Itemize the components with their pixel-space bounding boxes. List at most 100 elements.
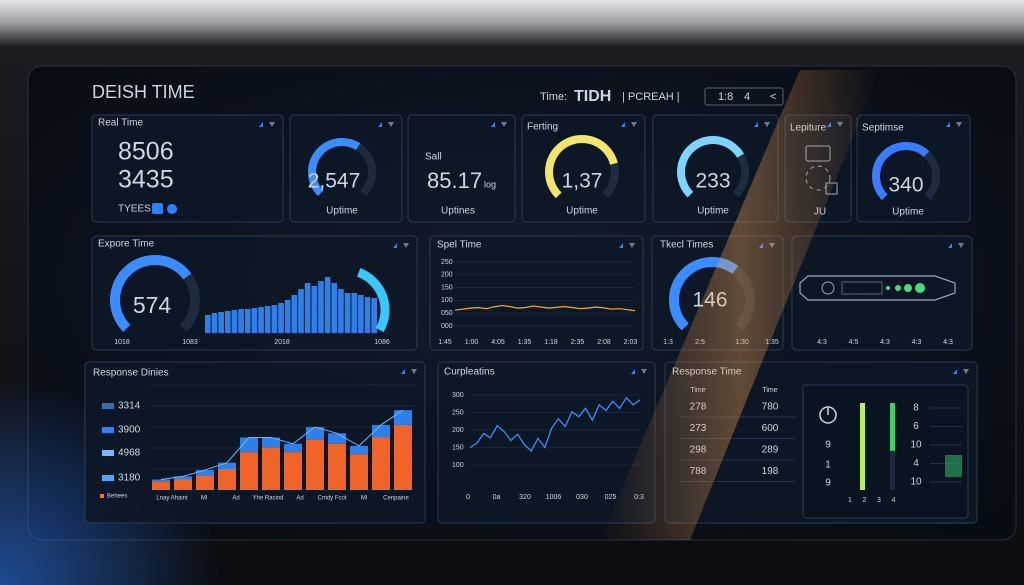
bar-segment: [152, 481, 170, 490]
gauge-fill: [308, 138, 361, 197]
bar: [271, 305, 278, 333]
time-value: TIDH: [574, 88, 611, 105]
label: JU: [814, 207, 826, 218]
panel-icon: [953, 369, 957, 374]
table-cell: 780: [762, 402, 779, 413]
bar: [284, 300, 291, 333]
unit: log: [484, 179, 496, 189]
bar: [351, 293, 358, 333]
x-label: Cmdy Fcot: [317, 496, 346, 502]
y-label: 200: [452, 427, 464, 434]
gauge-value: 233: [695, 170, 730, 193]
y-label: 200: [441, 272, 453, 279]
bar-segment: [328, 433, 346, 444]
panel-title: Spel Time: [437, 240, 482, 251]
slider-label: 6: [913, 421, 919, 432]
x-label: 1:45: [438, 339, 452, 346]
x-label: Yhe Racind: [252, 496, 283, 502]
bar: [278, 303, 284, 333]
x-label: 1:3: [663, 339, 673, 346]
slider-label: 9: [825, 478, 831, 489]
panel-icon: [501, 122, 507, 127]
x-label: 1:35: [518, 339, 532, 346]
panel-title: Lepiture: [790, 123, 827, 134]
control: <: [770, 91, 776, 103]
table-header: Time: [762, 387, 777, 394]
level-block: [945, 455, 962, 477]
status-dot: [904, 284, 912, 292]
legend-swatch: [102, 403, 114, 409]
label: Uptines: [441, 206, 475, 217]
y-label: 150: [452, 444, 464, 451]
panel: [407, 114, 516, 223]
bar-segment: [328, 443, 346, 490]
panel-icon: [946, 122, 950, 127]
panel-icon: [393, 243, 397, 248]
y-label: 150: [441, 284, 453, 291]
inner-panel: [802, 384, 969, 519]
x-label: 4:3: [943, 339, 953, 346]
bar: [364, 297, 371, 333]
x-label: 1006: [546, 494, 562, 501]
bar: [224, 311, 231, 333]
x-label: 3: [877, 497, 881, 504]
control: 4: [744, 91, 750, 103]
x-label: 1018: [114, 339, 130, 346]
metric: 8506: [118, 138, 174, 166]
legend-label: 3180: [118, 473, 141, 484]
gauge-value: 1,37: [562, 170, 603, 193]
table-cell: 788: [690, 466, 707, 477]
title: DEISH TIME: [92, 82, 195, 102]
bar: [251, 308, 258, 333]
bar-segment: [240, 452, 258, 490]
table-cell: 298: [690, 445, 707, 456]
table-cell: 278: [690, 402, 707, 413]
gauge-label: Uptime: [326, 206, 358, 217]
x-label: 4:3: [817, 339, 827, 346]
gauge-label: Uptime: [566, 206, 598, 217]
x-label: 320: [519, 494, 531, 501]
legend-swatch: [102, 427, 114, 433]
gauge-value: 146: [692, 289, 727, 312]
gauge-label: Uptime: [697, 206, 729, 217]
bar-segment: [240, 437, 258, 453]
bar: [311, 286, 318, 333]
x-label: 030: [576, 494, 588, 501]
slider-level: [890, 403, 895, 451]
x-label: 4:3: [912, 339, 922, 346]
y-label: 250: [441, 259, 453, 266]
bar: [371, 298, 377, 333]
bar-segment: [284, 443, 302, 453]
x-label: Ml: [361, 496, 367, 502]
x-label: 025: [605, 494, 617, 501]
bar: [291, 295, 298, 333]
x-label: 4:5: [849, 339, 859, 346]
gauge-value: 574: [133, 292, 172, 318]
bar-segment: [262, 448, 280, 490]
bar-segment: [284, 452, 302, 490]
checkbox: [152, 203, 163, 214]
gauge-fill: [110, 255, 192, 332]
bar: [258, 307, 264, 333]
panel-icon: [401, 369, 405, 374]
bar: [324, 277, 331, 333]
x-label: Ad: [296, 496, 303, 502]
x-label: Lnay Ahaint: [156, 496, 188, 502]
panel-title: Ferting: [527, 122, 558, 133]
table-cell: 198: [762, 466, 779, 477]
bar-segment: [196, 475, 214, 490]
bar-segment: [372, 437, 390, 490]
bar-segment: [262, 437, 280, 448]
x-label: Cenpaine: [383, 496, 409, 502]
gauge-value: 340: [888, 174, 923, 197]
x-label: 0: [466, 494, 470, 501]
bar-segment: [394, 424, 412, 490]
y-label: 100: [441, 297, 453, 304]
bar: [338, 289, 344, 333]
y-label: 250: [452, 409, 464, 416]
table-cell: 289: [762, 445, 779, 456]
panel-icon: [956, 122, 962, 127]
bar: [298, 289, 304, 333]
status-dot: [915, 283, 925, 293]
legend-label: 3314: [118, 401, 141, 412]
